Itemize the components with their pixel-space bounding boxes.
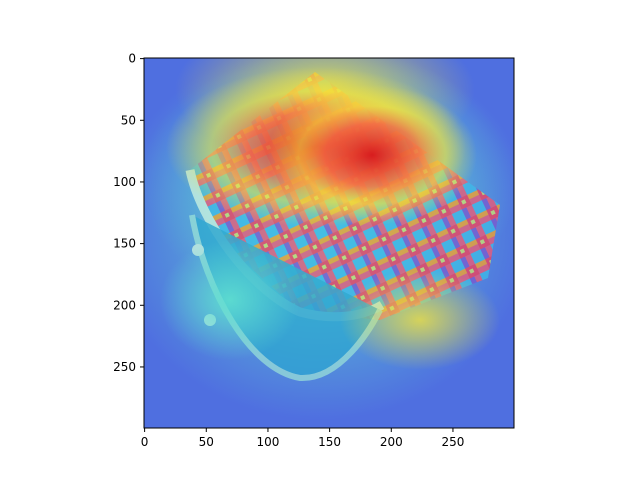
- y-tick-label: 250: [113, 360, 136, 374]
- x-axis: 0 50 100 150 200 250: [141, 428, 464, 449]
- x-tick-label: 200: [380, 435, 403, 449]
- plot-frame: [143, 57, 515, 429]
- y-axis: 0 50 100 150 200 250: [113, 52, 144, 374]
- heatmap-image: [144, 58, 514, 428]
- x-tick-label: 100: [256, 435, 279, 449]
- y-tick-label: 150: [113, 237, 136, 251]
- y-tick-label: 0: [128, 52, 136, 66]
- x-tick-label: 0: [141, 435, 149, 449]
- y-tick-label: 200: [113, 298, 136, 312]
- x-tick-label: 250: [441, 435, 464, 449]
- y-tick-label: 50: [121, 113, 136, 127]
- x-tick-label: 50: [199, 435, 214, 449]
- y-tick-label: 100: [113, 175, 136, 189]
- x-tick-label: 150: [318, 435, 341, 449]
